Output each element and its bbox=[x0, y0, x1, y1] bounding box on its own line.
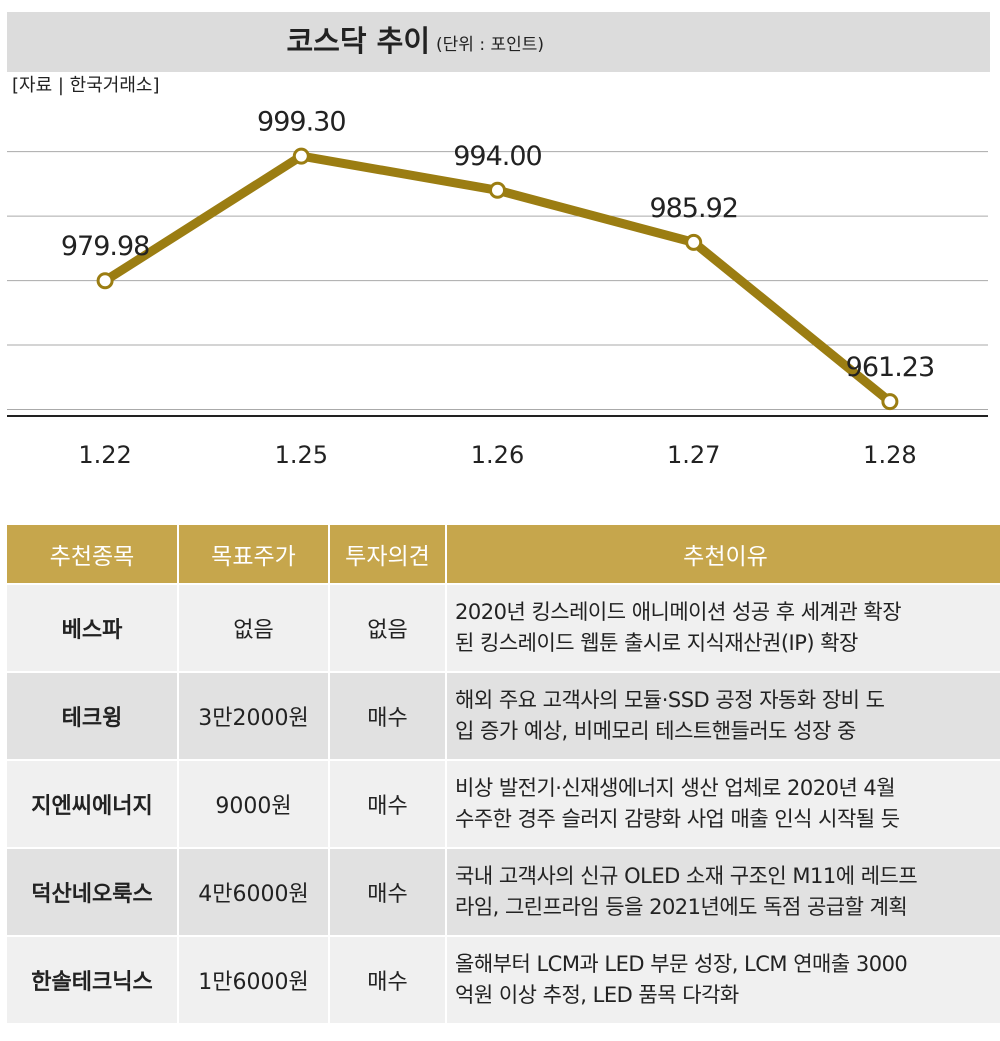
cell: 없음 bbox=[329, 583, 447, 672]
reason-cell: 올해부터 LCM과 LED 부문 성장, LCM 연매출 3000 억원 이상 추… bbox=[446, 935, 1000, 1023]
value-label: 961.23 bbox=[846, 352, 934, 383]
point-marker bbox=[881, 393, 899, 411]
cell: 매수 bbox=[329, 847, 447, 936]
reason-line: 국내 고객사의 신규 OLED 소재 구조인 M11에 레드프 bbox=[455, 864, 918, 888]
cell: 없음 bbox=[178, 583, 330, 672]
source-label: [자료 | 한국거래소] bbox=[12, 75, 159, 96]
stock-name: 베스파 bbox=[7, 583, 179, 672]
table-row: 테크윙 3만2000원 매수 해외 주요 고객사의 모듈·SSD 공정 자동화 장비 … bbox=[7, 671, 1000, 760]
point-marker bbox=[685, 233, 703, 251]
reason-line: 비상 발전기·신재생에너지 생산 업체로 2020년 4월 bbox=[455, 776, 896, 800]
stock-name: 덕산네오룩스 bbox=[7, 847, 179, 936]
reason-line: 올해부터 LCM과 LED 부문 성장, LCM 연매출 3000 bbox=[455, 952, 908, 976]
cell: 매수 bbox=[329, 759, 447, 848]
cell: 9000원 bbox=[178, 759, 330, 848]
reason-line: 수주한 경주 슬러지 감량화 사업 매출 인식 시작될 듯 bbox=[455, 807, 900, 831]
reason-line: 억원 이상 추정, LED 품목 다각화 bbox=[455, 983, 739, 1007]
x-tick-label: 1.28 bbox=[863, 441, 916, 469]
title-band bbox=[7, 12, 990, 72]
reason-line: 라임, 그린프라임 등을 2021년에도 독점 공급할 계획 bbox=[455, 895, 908, 919]
chart-title: 코스닥 추이 bbox=[287, 24, 431, 58]
stock-name: 한솔테크닉스 bbox=[7, 935, 179, 1023]
header-cell: 추천종목 bbox=[7, 525, 179, 584]
header-cell: 목표주가 bbox=[178, 525, 330, 584]
reason-line: 2020년 킹스레이드 애니메이션 성공 후 세계관 확장 bbox=[455, 600, 902, 624]
reason-line: 해외 주요 고객사의 모듈·SSD 공정 자동화 장비 도 bbox=[455, 688, 885, 712]
x-tick-label: 1.26 bbox=[471, 441, 524, 469]
point-marker bbox=[96, 272, 114, 290]
header-cell: 추천이유 bbox=[446, 525, 1000, 584]
table-row: 한솔테크닉스 1만6000원 매수 올해부터 LCM과 LED 부문 성장, LCM … bbox=[7, 935, 1000, 1023]
value-label: 979.98 bbox=[61, 231, 149, 262]
value-label: 999.30 bbox=[257, 107, 345, 138]
table-row: 지엔씨에너지 9000원 매수 비상 발전기·신재생에너지 생산 업체로 2020년 … bbox=[7, 759, 1000, 848]
point-marker bbox=[489, 181, 506, 199]
cell: 매수 bbox=[329, 935, 447, 1023]
reason-line: 입 증가 예상, 비메모리 테스트핸들러도 성장 중 bbox=[455, 719, 856, 743]
chart: 코스닥 추이 (단위 : 포인트) [자료 | 한국거래소] 1.22 1.25 1… bbox=[7, 12, 990, 469]
reason-line: 된 킹스레이드 웹툰 출시로 지식재산권(IP) 확장 bbox=[455, 631, 858, 655]
x-tick-label: 1.25 bbox=[275, 441, 328, 469]
cell: 1만6000원 bbox=[178, 935, 330, 1023]
x-tick-label: 1.22 bbox=[78, 441, 131, 469]
point-marker bbox=[292, 147, 310, 165]
cell: 4만6000원 bbox=[178, 847, 330, 936]
recommend-table: 추천종목 목표주가 투자의견 추천이유 베스파 없음 없음 2020년 킹스레이드 애니메이션… bbox=[7, 525, 1000, 1023]
stock-name: 테크윙 bbox=[7, 671, 179, 760]
unit-label: (단위 : 포인트) bbox=[436, 35, 544, 55]
x-tick-label: 1.27 bbox=[667, 441, 720, 469]
value-label: 994.00 bbox=[453, 141, 541, 172]
value-label: 985.92 bbox=[649, 193, 737, 224]
cell: 매수 bbox=[329, 671, 447, 760]
stock-name: 지엔씨에너지 bbox=[7, 759, 179, 848]
cell: 3만2000원 bbox=[178, 671, 330, 760]
table-row: 덕산네오룩스 4만6000원 매수 국내 고객사의 신규 OLED 소재 구조인 M1… bbox=[7, 847, 1000, 936]
table-row: 베스파 없음 없음 2020년 킹스레이드 애니메이션 성공 후 세계관 확장 된 킹스… bbox=[7, 583, 1000, 672]
header-cell: 투자의견 bbox=[329, 525, 447, 584]
